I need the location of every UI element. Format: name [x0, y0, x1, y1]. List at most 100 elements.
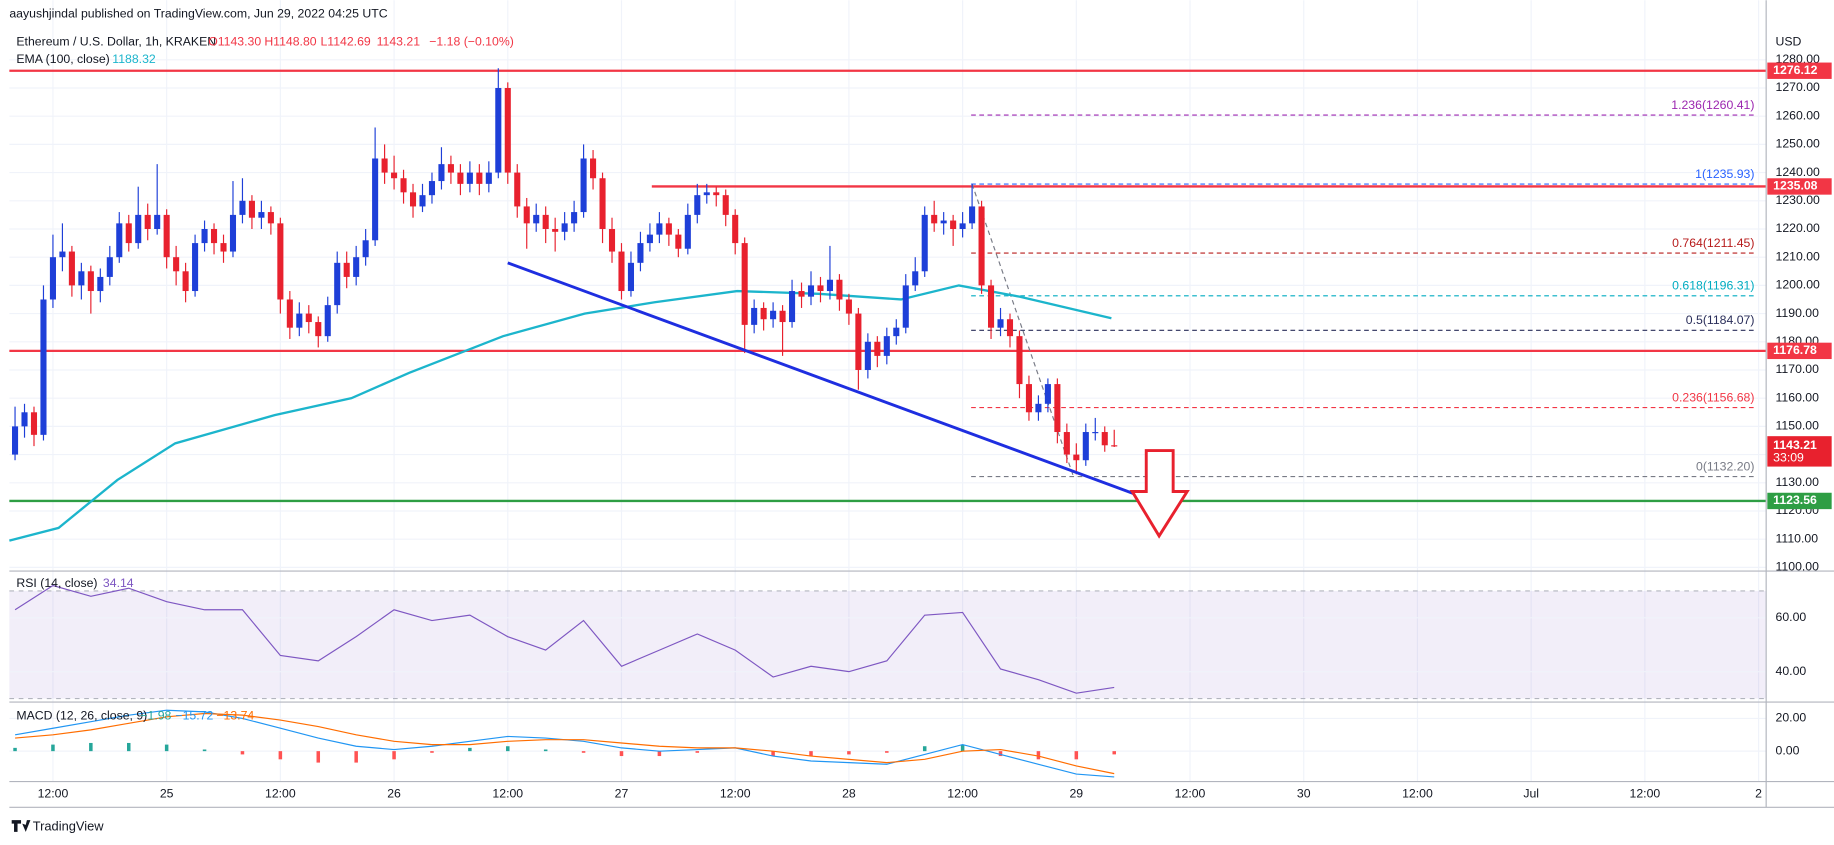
- y-tick-label: 1150.00: [1776, 419, 1820, 433]
- x-tick-label: 12:00: [1175, 787, 1206, 801]
- candle-body: [1016, 336, 1023, 385]
- macd-histogram-bar: [354, 751, 358, 763]
- price-marker-label: 1123.56: [1773, 493, 1817, 507]
- fib-label: 0.618(1196.31): [1672, 279, 1754, 293]
- candle-body: [940, 220, 947, 224]
- candle-body: [296, 313, 303, 328]
- candle-body: [883, 336, 890, 356]
- candle-body: [504, 87, 511, 173]
- candle-body: [12, 426, 19, 455]
- candle-body: [533, 214, 540, 224]
- candle-body: [694, 195, 701, 215]
- publisher: aayushjindal published on TradingView.co…: [9, 7, 387, 21]
- candle-body: [391, 172, 398, 179]
- ema-label: EMA (100, close): [16, 52, 109, 66]
- candle-body: [988, 285, 995, 328]
- candle-body: [305, 313, 312, 323]
- rsi-value: 34.14: [103, 576, 134, 590]
- rsi-tick-label: 60.00: [1776, 610, 1807, 624]
- candle-body: [466, 172, 473, 184]
- candle-body: [741, 243, 748, 325]
- footer-brand: TradingView: [33, 819, 104, 834]
- price-marker-label: 1176.78: [1773, 343, 1817, 357]
- candle-body: [68, 251, 75, 286]
- candle-body: [845, 299, 852, 314]
- candle-body: [372, 158, 379, 241]
- candle-body: [1073, 454, 1080, 461]
- macd-histogram-bar: [278, 751, 283, 760]
- macd-histogram-bar: [13, 747, 17, 752]
- candle-body: [665, 223, 672, 235]
- candle-body: [637, 243, 644, 263]
- candle-body: [590, 158, 597, 179]
- macd-histogram-bar: [771, 751, 775, 757]
- macd-histogram-bar: [202, 749, 207, 752]
- plot: 1.236(1260.41) 1(1235.93) 0.764(1211.45) 0.…: [9, 68, 1767, 778]
- y-tick-label: 1250.00: [1776, 137, 1821, 151]
- x-tick-label: 25: [160, 787, 174, 801]
- x-tick-label: 12:00: [265, 787, 296, 801]
- candle-body: [239, 200, 246, 215]
- candle-body: [182, 271, 189, 292]
- macd-histogram-bar: [581, 751, 586, 753]
- candle-body: [732, 214, 739, 244]
- candle-body: [144, 214, 151, 229]
- price-marker-label: 1276.12: [1773, 63, 1818, 77]
- macd-hist-value: −1.98: [140, 708, 171, 722]
- y-tick-label: 1280.00: [1776, 52, 1821, 66]
- candle-body: [807, 285, 815, 297]
- candle-body: [646, 234, 653, 244]
- trend-line: [507, 261, 1136, 496]
- y-tick-label: 1110.00: [1776, 531, 1819, 545]
- candle-body: [135, 214, 142, 244]
- y-tick-label: 1230.00: [1776, 193, 1821, 207]
- macd-histogram-bar: [240, 751, 245, 755]
- candle-body: [855, 313, 862, 370]
- candle-body: [542, 214, 549, 229]
- macd-histogram-bar: [316, 751, 321, 763]
- candle-body: [315, 322, 322, 337]
- candle-body: [722, 195, 729, 215]
- candle-body: [760, 307, 767, 320]
- candle-body: [286, 299, 293, 328]
- macd-histogram-bar: [1074, 751, 1079, 760]
- candle-body: [324, 305, 331, 337]
- candle-body: [30, 412, 38, 435]
- candle-body: [362, 240, 369, 258]
- macd-histogram-bar: [430, 751, 434, 753]
- candle-body: [277, 223, 284, 300]
- candle-body: [381, 158, 388, 173]
- rsi-label: RSI (14, close): [16, 576, 97, 590]
- candle-body: [1101, 432, 1108, 446]
- macd-histogram-bar: [847, 751, 851, 755]
- candle-body: [438, 164, 445, 182]
- macd-histogram-bar: [922, 746, 927, 752]
- candle-body: [59, 251, 66, 258]
- axes: 12:00 25 12:00 26 12:00 27 12:00 28 12:00 29 12:00…: [38, 52, 1832, 801]
- fib-label: 0.764(1211.45): [1672, 236, 1754, 250]
- candle-body: [656, 223, 663, 235]
- candle-body: [751, 307, 758, 325]
- rsi-line: [14, 584, 1115, 694]
- x-tick-label: 12:00: [1402, 787, 1433, 801]
- ema-value: 1188.32: [112, 52, 156, 66]
- y-tick-label: 1100.00: [1776, 560, 1820, 574]
- price-marker: [1767, 492, 1832, 510]
- candle-body: [476, 172, 483, 184]
- candle-body: [343, 262, 350, 277]
- fib-label: 0.5(1184.07): [1686, 313, 1755, 327]
- candle-body: [1082, 432, 1089, 461]
- x-tick-label: 12:00: [38, 787, 69, 801]
- candle-body: [713, 192, 720, 196]
- candle-body: [552, 228, 559, 232]
- candle-body: [87, 271, 94, 292]
- macd-histogram-bar: [885, 751, 889, 753]
- macd-tick-label: 20.00: [1776, 711, 1807, 725]
- ohlc-item: H1148.80: [264, 35, 316, 49]
- macd-tick-label: 0.00: [1776, 743, 1800, 757]
- x-tick-label: 27: [615, 787, 629, 801]
- x-tick-label: Jul: [1523, 787, 1539, 801]
- macd-histogram-bar: [392, 751, 396, 760]
- rsi-tick-label: 40.00: [1776, 664, 1807, 678]
